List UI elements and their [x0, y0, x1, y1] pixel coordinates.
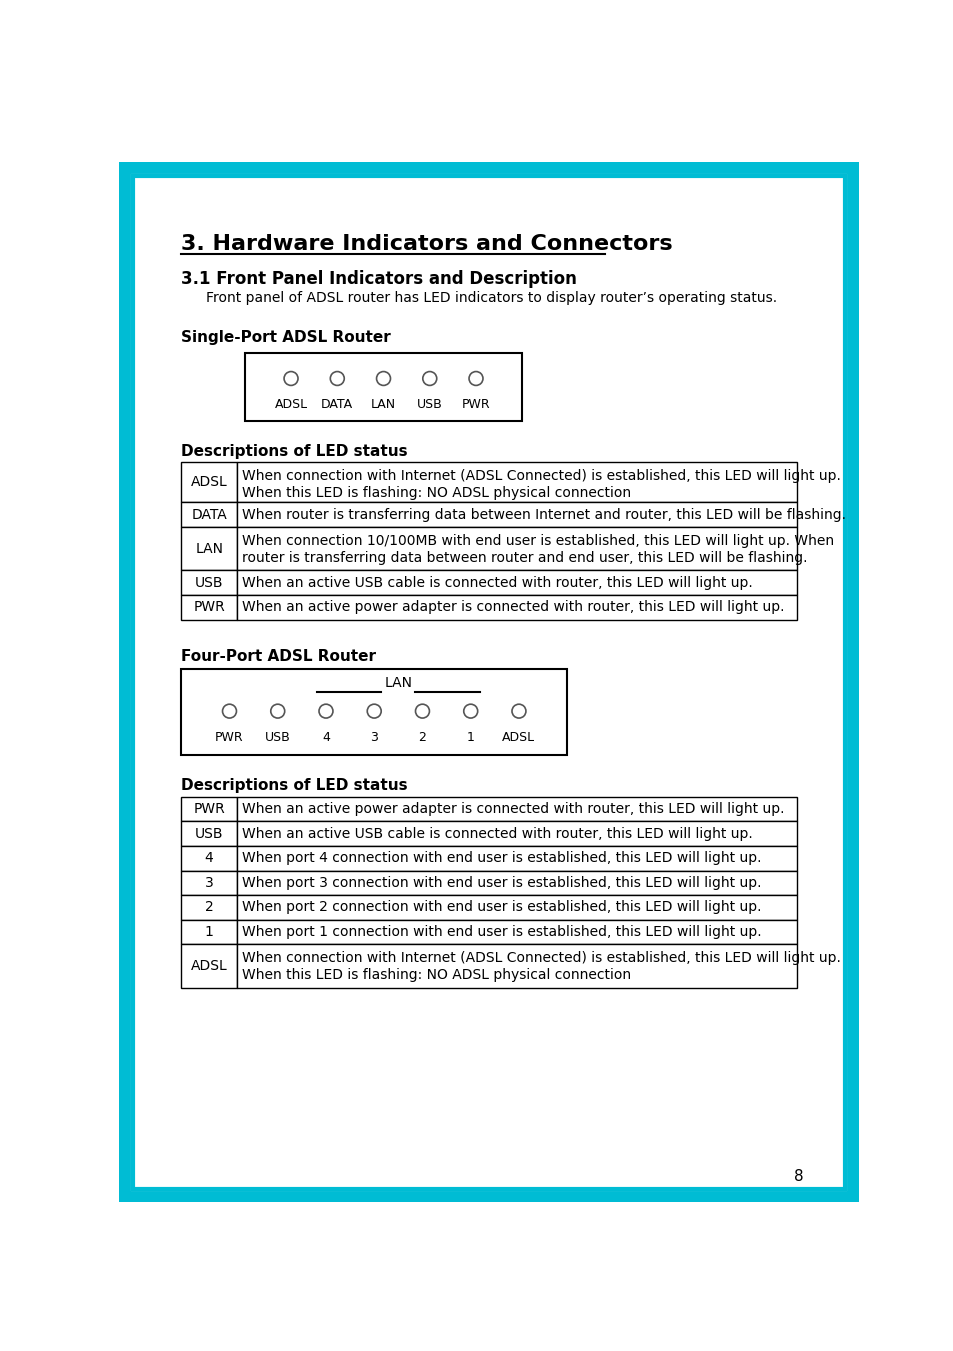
Text: ADSL: ADSL [274, 397, 307, 411]
Text: USB: USB [265, 731, 291, 744]
FancyBboxPatch shape [181, 594, 236, 620]
Text: When port 3 connection with end user is established, this LED will light up.: When port 3 connection with end user is … [241, 875, 760, 890]
Text: Single-Port ADSL Router: Single-Port ADSL Router [181, 330, 391, 345]
FancyBboxPatch shape [236, 797, 797, 821]
Circle shape [318, 704, 333, 719]
FancyBboxPatch shape [236, 821, 797, 846]
Text: 8: 8 [793, 1169, 802, 1185]
FancyBboxPatch shape [181, 896, 236, 920]
Text: When an active USB cable is connected with router, this LED will light up.: When an active USB cable is connected wi… [241, 827, 752, 840]
Text: When connection with Internet (ADSL Connected) is established, this LED will lig: When connection with Internet (ADSL Conn… [241, 951, 840, 966]
Text: 3.1 Front Panel Indicators and Description: 3.1 Front Panel Indicators and Descripti… [181, 270, 577, 288]
Circle shape [271, 704, 284, 719]
Text: 1: 1 [466, 731, 475, 744]
Text: 3: 3 [205, 875, 213, 890]
FancyBboxPatch shape [236, 594, 797, 620]
FancyBboxPatch shape [236, 527, 797, 570]
Text: Descriptions of LED status: Descriptions of LED status [181, 444, 408, 459]
Text: When port 1 connection with end user is established, this LED will light up.: When port 1 connection with end user is … [241, 925, 760, 939]
FancyBboxPatch shape [236, 846, 797, 870]
Text: USB: USB [194, 827, 223, 840]
Text: ADSL: ADSL [191, 959, 227, 973]
Text: 2: 2 [418, 731, 426, 744]
Circle shape [222, 704, 236, 719]
Text: 2: 2 [205, 901, 213, 915]
FancyBboxPatch shape [236, 896, 797, 920]
Text: USB: USB [416, 397, 442, 411]
Text: When port 2 connection with end user is established, this LED will light up.: When port 2 connection with end user is … [241, 901, 760, 915]
FancyBboxPatch shape [181, 570, 236, 594]
FancyBboxPatch shape [181, 462, 236, 503]
Text: When an active power adapter is connected with router, this LED will light up.: When an active power adapter is connecte… [241, 802, 783, 816]
Text: 4: 4 [205, 851, 213, 865]
FancyBboxPatch shape [181, 821, 236, 846]
Circle shape [469, 372, 482, 385]
Circle shape [463, 704, 477, 719]
Circle shape [376, 372, 390, 385]
FancyBboxPatch shape [181, 527, 236, 570]
Text: ADSL: ADSL [502, 731, 535, 744]
Text: router is transferring data between router and end user, this LED will be flashi: router is transferring data between rout… [241, 551, 806, 565]
Text: 3. Hardware Indicators and Connectors: 3. Hardware Indicators and Connectors [181, 234, 672, 254]
Text: PWR: PWR [193, 802, 225, 816]
Text: DATA: DATA [321, 397, 353, 411]
Text: When an active USB cable is connected with router, this LED will light up.: When an active USB cable is connected wi… [241, 576, 752, 589]
Text: DATA: DATA [191, 508, 227, 521]
Text: 3: 3 [370, 731, 377, 744]
FancyBboxPatch shape [236, 944, 797, 988]
Text: 4: 4 [322, 731, 330, 744]
Text: When this LED is flashing: NO ADSL physical connection: When this LED is flashing: NO ADSL physi… [241, 969, 630, 982]
FancyBboxPatch shape [181, 846, 236, 870]
Circle shape [512, 704, 525, 719]
Text: When router is transferring data between Internet and router, this LED will be f: When router is transferring data between… [241, 508, 844, 521]
Circle shape [284, 372, 297, 385]
Text: USB: USB [194, 576, 223, 589]
Text: When an active power adapter is connected with router, this LED will light up.: When an active power adapter is connecte… [241, 600, 783, 615]
Text: When connection with Internet (ADSL Connected) is established, this LED will lig: When connection with Internet (ADSL Conn… [241, 469, 840, 484]
FancyBboxPatch shape [236, 570, 797, 594]
FancyBboxPatch shape [181, 669, 567, 755]
Text: 1: 1 [205, 925, 213, 939]
Circle shape [422, 372, 436, 385]
Text: ADSL: ADSL [191, 476, 227, 489]
Text: When this LED is flashing: NO ADSL physical connection: When this LED is flashing: NO ADSL physi… [241, 486, 630, 500]
Text: Descriptions of LED status: Descriptions of LED status [181, 778, 408, 793]
Text: LAN: LAN [371, 397, 395, 411]
FancyBboxPatch shape [236, 503, 797, 527]
FancyBboxPatch shape [245, 353, 521, 422]
Text: Front panel of ADSL router has LED indicators to display router’s operating stat: Front panel of ADSL router has LED indic… [206, 292, 777, 305]
FancyBboxPatch shape [181, 503, 236, 527]
Text: PWR: PWR [461, 397, 490, 411]
Text: LAN: LAN [195, 542, 223, 555]
Text: When port 4 connection with end user is established, this LED will light up.: When port 4 connection with end user is … [241, 851, 760, 865]
FancyBboxPatch shape [236, 462, 797, 503]
Text: Four-Port ADSL Router: Four-Port ADSL Router [181, 648, 375, 663]
FancyBboxPatch shape [181, 920, 236, 944]
Text: PWR: PWR [215, 731, 244, 744]
FancyBboxPatch shape [181, 797, 236, 821]
FancyBboxPatch shape [181, 870, 236, 896]
Circle shape [330, 372, 344, 385]
Circle shape [367, 704, 381, 719]
Text: PWR: PWR [193, 600, 225, 615]
Text: When connection 10/100MB with end user is established, this LED will light up. W: When connection 10/100MB with end user i… [241, 534, 833, 549]
Circle shape [416, 704, 429, 719]
FancyBboxPatch shape [236, 870, 797, 896]
Text: LAN: LAN [384, 676, 412, 689]
FancyBboxPatch shape [181, 944, 236, 988]
FancyBboxPatch shape [236, 920, 797, 944]
